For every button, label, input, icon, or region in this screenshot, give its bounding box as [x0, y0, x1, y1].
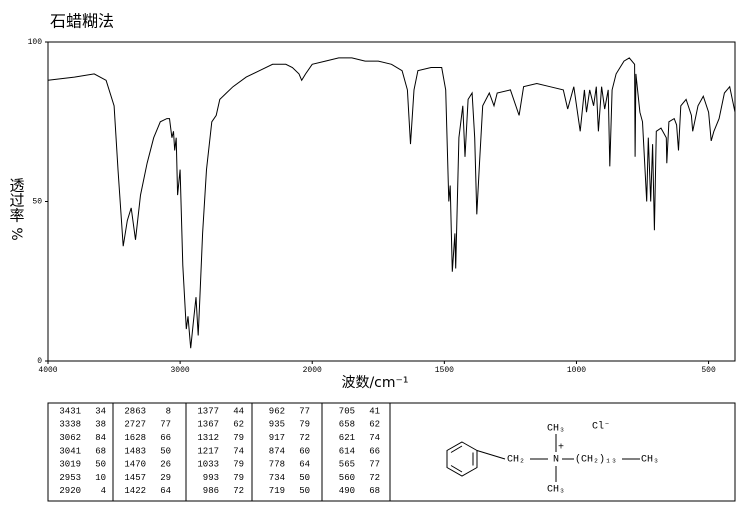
- y-axis-unit: %: [8, 227, 24, 240]
- peak-wavenumber: 719: [269, 486, 285, 496]
- peak-transmittance: 41: [369, 406, 380, 416]
- peak-wavenumber: 962: [269, 406, 285, 416]
- peak-wavenumber: 565: [339, 460, 355, 470]
- peak-wavenumber: 1470: [124, 460, 146, 470]
- structure-anion: Cl⁻: [592, 421, 610, 433]
- peak-wavenumber: 778: [269, 460, 285, 470]
- peak-transmittance: 62: [233, 420, 244, 430]
- peak-wavenumber: 3041: [59, 446, 81, 456]
- peak-wavenumber: 935: [269, 420, 285, 430]
- structure-methyl-bottom: CH₃: [547, 485, 565, 496]
- peak-transmittance: 68: [95, 446, 106, 456]
- peak-transmittance: 68: [369, 486, 380, 496]
- peak-wavenumber: 1483: [124, 446, 146, 456]
- x-tick-label: 1000: [567, 366, 586, 375]
- peak-transmittance: 66: [369, 446, 380, 456]
- x-tick-label: 3000: [171, 366, 190, 375]
- y-axis-label: 透过率: [8, 178, 26, 223]
- chart-title: 石蜡糊法: [50, 12, 114, 31]
- structure-methyl-top: CH₃: [547, 424, 565, 435]
- peak-transmittance: 44: [233, 406, 244, 416]
- peak-transmittance: 77: [299, 406, 310, 416]
- x-axis-label: 波数/cm⁻¹: [341, 375, 408, 391]
- peak-transmittance: 72: [233, 486, 244, 496]
- peak-wavenumber: 2920: [59, 486, 81, 496]
- x-tick-label: 1500: [435, 366, 454, 375]
- table-frame: [47, 402, 736, 502]
- peak-wavenumber: 2863: [124, 406, 146, 416]
- y-tick-label: 100: [28, 38, 43, 47]
- peak-wavenumber: 1628: [124, 433, 146, 443]
- peak-transmittance: 50: [299, 473, 310, 483]
- peak-wavenumber: 1377: [197, 406, 219, 416]
- peak-transmittance: 79: [233, 460, 244, 470]
- peak-transmittance: 50: [95, 460, 106, 470]
- peak-transmittance: 38: [95, 420, 106, 430]
- x-tick-label: 2000: [303, 366, 322, 375]
- peak-transmittance: 60: [299, 446, 310, 456]
- peak-wavenumber: 560: [339, 473, 355, 483]
- peak-wavenumber: 3062: [59, 433, 81, 443]
- peak-transmittance: 74: [233, 446, 244, 456]
- peak-transmittance: 72: [299, 433, 310, 443]
- peak-transmittance: 64: [299, 460, 310, 470]
- peak-wavenumber: 1367: [197, 420, 219, 430]
- peak-wavenumber: 3431: [59, 406, 81, 416]
- peak-wavenumber: 658: [339, 420, 355, 430]
- x-tick-label: 500: [701, 366, 716, 375]
- peak-wavenumber: 993: [203, 473, 219, 483]
- peak-transmittance: 79: [233, 433, 244, 443]
- peak-wavenumber: 917: [269, 433, 285, 443]
- peak-transmittance: 77: [369, 460, 380, 470]
- peak-wavenumber: 614: [339, 446, 355, 456]
- peak-transmittance: 34: [95, 406, 106, 416]
- peak-wavenumber: 734: [269, 473, 285, 483]
- peak-wavenumber: 874: [269, 446, 285, 456]
- peak-wavenumber: 986: [203, 486, 219, 496]
- peak-wavenumber: 705: [339, 406, 355, 416]
- peak-wavenumber: 1312: [197, 433, 219, 443]
- benzene-ring: [446, 434, 640, 482]
- peak-wavenumber: 621: [339, 433, 355, 443]
- peak-transmittance: 50: [160, 446, 171, 456]
- peak-transmittance: 29: [160, 473, 171, 483]
- peak-transmittance: 4: [101, 486, 106, 496]
- spectrum-line: [47, 57, 736, 349]
- peak-wavenumber: 1217: [197, 446, 219, 456]
- peak-transmittance: 8: [166, 406, 171, 416]
- y-tick-label: 50: [32, 198, 42, 207]
- peak-transmittance: 26: [160, 460, 171, 470]
- structure-chain: (CH₂)₁₃: [575, 454, 617, 466]
- peak-wavenumber: 1422: [124, 486, 146, 496]
- structure-n: N: [553, 455, 559, 466]
- peak-transmittance: 66: [160, 433, 171, 443]
- x-tick-label: 4000: [38, 366, 57, 375]
- peak-wavenumber: 1033: [197, 460, 219, 470]
- peak-wavenumber: 3338: [59, 420, 81, 430]
- structure-charge: +: [558, 443, 564, 454]
- peak-wavenumber: 2953: [59, 473, 81, 483]
- peak-transmittance: 77: [160, 420, 171, 430]
- plot-frame: [47, 41, 736, 362]
- peak-transmittance: 10: [95, 473, 106, 483]
- peak-transmittance: 64: [160, 486, 171, 496]
- peak-wavenumber: 2727: [124, 420, 146, 430]
- peak-transmittance: 72: [369, 473, 380, 483]
- structure-ch2: CH₂: [507, 455, 525, 466]
- peak-transmittance: 79: [233, 473, 244, 483]
- peak-transmittance: 50: [299, 486, 310, 496]
- peak-wavenumber: 1457: [124, 473, 146, 483]
- peak-transmittance: 74: [369, 433, 380, 443]
- structure-terminal: CH₃: [641, 455, 659, 466]
- y-tick-label: 0: [37, 357, 42, 366]
- peak-transmittance: 84: [95, 433, 106, 443]
- peak-transmittance: 62: [369, 420, 380, 430]
- peak-transmittance: 79: [299, 420, 310, 430]
- bond: [476, 450, 506, 460]
- peak-wavenumber: 3019: [59, 460, 81, 470]
- peak-wavenumber: 490: [339, 486, 355, 496]
